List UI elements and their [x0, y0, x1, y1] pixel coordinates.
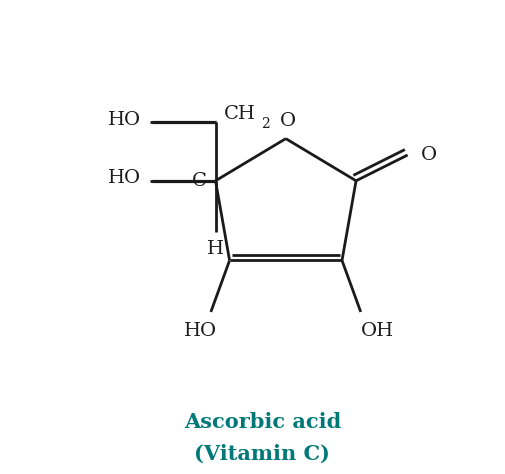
Text: O: O	[279, 112, 295, 130]
Text: (Vitamin C): (Vitamin C)	[194, 443, 330, 464]
Text: 2: 2	[261, 117, 270, 131]
Text: HO: HO	[108, 169, 140, 187]
Text: O: O	[420, 146, 436, 164]
Text: HO: HO	[108, 111, 140, 129]
Text: H: H	[207, 240, 224, 258]
Text: C: C	[192, 172, 207, 190]
Text: HO: HO	[184, 322, 217, 340]
Text: CH: CH	[224, 105, 256, 123]
Text: OH: OH	[360, 322, 393, 340]
Text: Ascorbic acid: Ascorbic acid	[183, 412, 340, 432]
